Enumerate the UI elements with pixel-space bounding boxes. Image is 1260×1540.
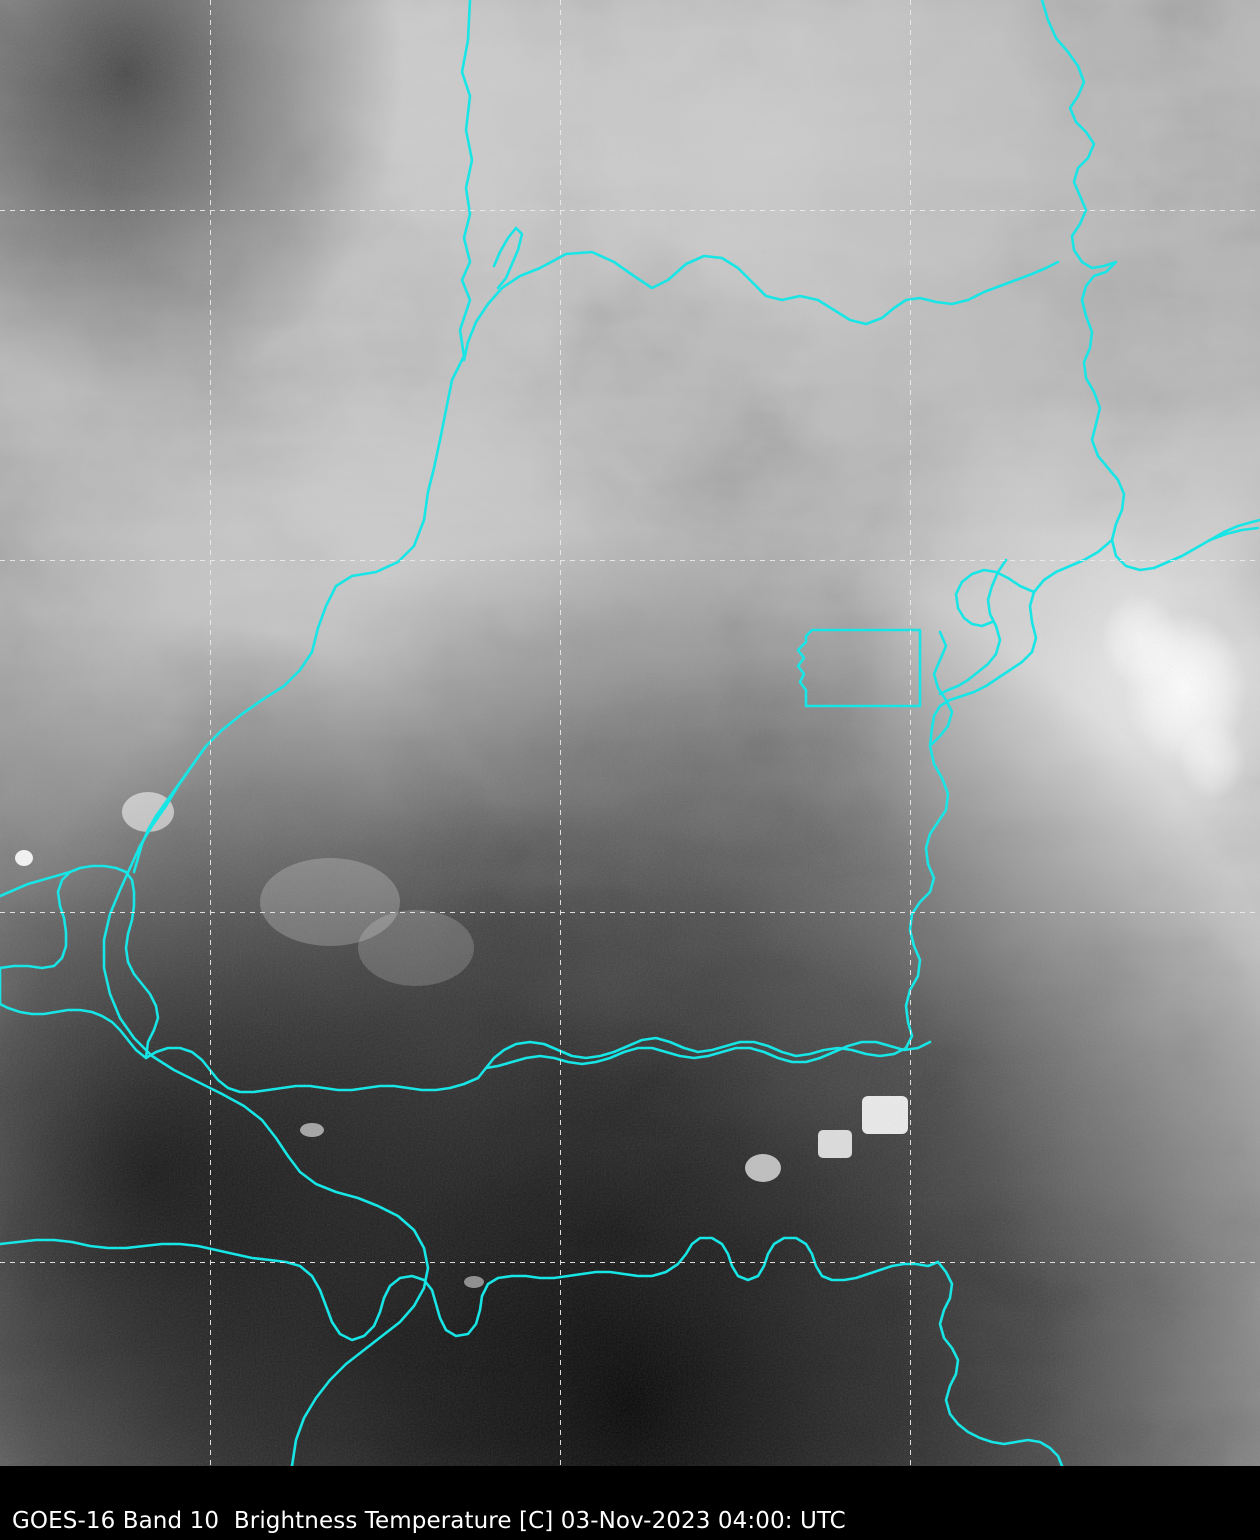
caption-bar: GOES-16 Band 10 Brightness Temperature [… [0,1466,1260,1540]
satellite-ir-raster [0,0,1260,1466]
satellite-image-panel [0,0,1260,1466]
product-caption: GOES-16 Band 10 Brightness Temperature [… [12,1508,846,1534]
